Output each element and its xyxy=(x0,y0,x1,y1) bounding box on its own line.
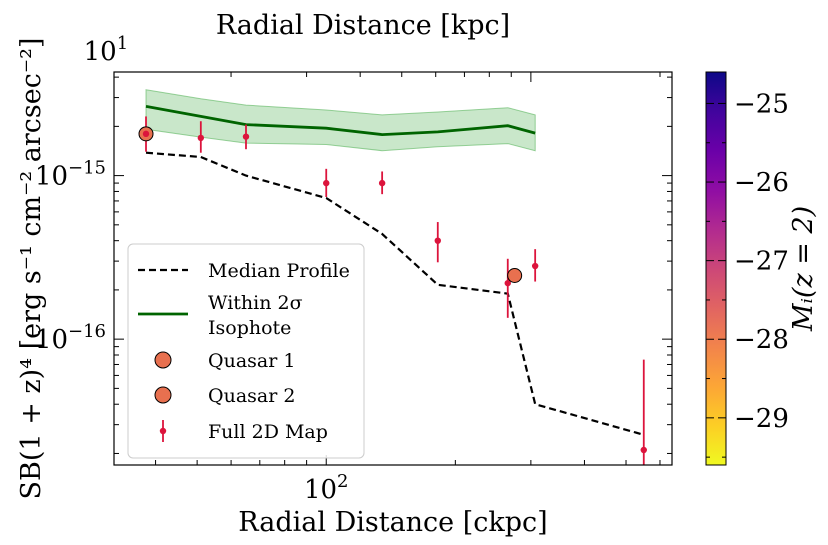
isophote-band xyxy=(145,89,536,152)
data-point xyxy=(323,179,330,187)
colorbar-tick-label: −25 xyxy=(734,89,789,119)
median-profile-line xyxy=(145,151,645,436)
legend-isophote-label-2: Isophote xyxy=(208,317,291,339)
colorbar-label: Mᵢ(z = 2) xyxy=(788,206,819,332)
legend-quasar-1-swatch xyxy=(154,351,172,369)
x-tick-label-bottom: 102 xyxy=(304,471,349,505)
legend-point-swatch xyxy=(159,427,167,435)
colorbar-tick-label: −26 xyxy=(734,168,789,198)
top-x-axis-label: Radial Distance [kpc] xyxy=(216,10,510,41)
data-point xyxy=(378,179,386,187)
quasar-2-marker xyxy=(507,267,523,283)
colorbar-tick-label: −27 xyxy=(734,247,789,277)
x-axis-label: Radial Distance [ckpc] xyxy=(238,507,547,538)
legend-quasar-2-swatch xyxy=(154,386,172,404)
y-tick-label: 10−16 xyxy=(35,321,106,355)
data-point xyxy=(531,262,539,270)
colorbar-tick-label: −29 xyxy=(734,404,789,434)
legend-box xyxy=(127,243,365,459)
legend-quasar-1-label: Quasar 1 xyxy=(208,350,295,372)
data-point xyxy=(434,237,441,244)
data-point xyxy=(197,134,205,142)
y-tick-label: 10−15 xyxy=(35,158,106,192)
colorbar-tick-label: −28 xyxy=(734,325,789,355)
data-point xyxy=(640,446,647,454)
colorbar xyxy=(705,71,727,466)
data-point xyxy=(142,130,150,138)
y-axis-label: SB(1 + z)⁴ [erg s⁻¹ cm⁻² arcsec⁻²] xyxy=(16,38,47,500)
data-point xyxy=(242,133,250,140)
legend-isophote-label: Within 2σ xyxy=(208,292,303,314)
legend-median-label: Median Profile xyxy=(208,260,350,282)
legend-quasar-2-label: Quasar 2 xyxy=(208,385,295,407)
x-tick-label-top: 101 xyxy=(84,33,129,67)
data-point xyxy=(504,279,511,287)
isophote-line xyxy=(145,105,536,137)
plot-frame xyxy=(113,71,673,466)
legend-errorbar-label: Full 2D Map xyxy=(208,421,328,443)
